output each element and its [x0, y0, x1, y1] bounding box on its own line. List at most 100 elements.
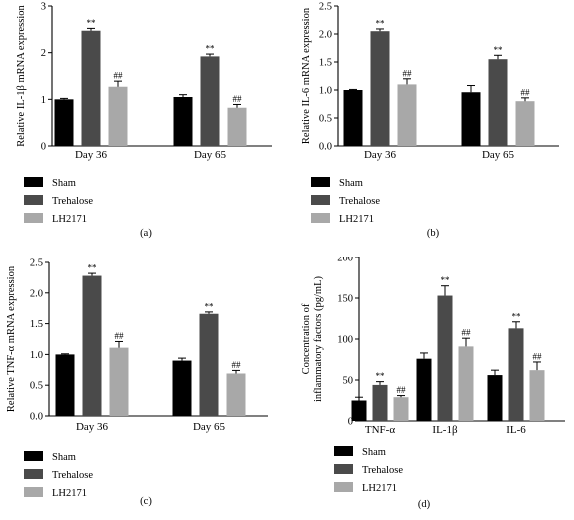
- legend-swatch-lh2171: [24, 487, 43, 497]
- y-tick-label: 1: [41, 95, 46, 106]
- legend-swatch-sham: [334, 446, 353, 456]
- y-tick-label: 150: [337, 294, 353, 305]
- y-tick-label: 0: [41, 142, 46, 153]
- significance-mark: **: [376, 18, 386, 28]
- y-tick-label: 0.0: [319, 142, 332, 153]
- legend-label: Trehalose: [52, 470, 93, 481]
- y-tick-label: 2.5: [319, 2, 332, 13]
- chart-svg-c: 0.0 0.5 1.0 1.5 2.0 2.5 Relative TNF-α mRNA ex…: [6, 258, 268, 507]
- y-axis-label: Relative TNF-α mRNA expression: [6, 265, 17, 412]
- y-axis-label: Relative IL-1β mRNA expression: [16, 4, 27, 146]
- legend-label: Sham: [339, 178, 363, 189]
- legend-label: Trehalose: [52, 196, 93, 207]
- legend-swatch-lh2171: [334, 482, 353, 492]
- bar-sham: [351, 400, 367, 421]
- y-tick-label: 50: [343, 376, 354, 387]
- significance-mark: **: [205, 301, 215, 311]
- x-category-label: Day 36: [76, 421, 109, 433]
- bar-lh2171: [109, 347, 129, 416]
- x-category-label: Day 36: [75, 149, 108, 161]
- significance-mark: **: [441, 275, 451, 285]
- bar-sham: [55, 354, 75, 416]
- significance-mark: ##: [462, 328, 472, 338]
- bar-lh2171: [515, 101, 535, 146]
- y-tick-label: 0.0: [30, 412, 43, 423]
- y-tick-label: 1.0: [319, 86, 332, 97]
- legend-swatch-sham: [24, 177, 43, 187]
- legend-swatch-lh2171: [311, 213, 330, 223]
- bar-trehalose: [82, 275, 102, 416]
- panel-label: (b): [427, 228, 440, 239]
- y-tick-label: 2.0: [319, 30, 332, 41]
- chart-panel-d: 0 50 100 150 200 Concentration of inflammatory…: [287, 253, 574, 520]
- bar-trehalose: [370, 31, 390, 147]
- significance-mark: **: [88, 263, 98, 273]
- legend-label: LH2171: [339, 214, 374, 225]
- significance-mark: **: [376, 371, 386, 381]
- legend-swatch-trehalose: [24, 195, 43, 205]
- x-category-label: Day 36: [364, 149, 397, 161]
- y-tick-label: 1.5: [319, 58, 332, 69]
- legend-swatch-sham: [24, 451, 43, 461]
- y-axis-label: Concentration of: [301, 303, 312, 374]
- chart-panel-b: 0.0 0.5 1.0 1.5 2.0 2.5 Relative IL-6 mRNA exp…: [287, 0, 574, 262]
- legend-label: LH2171: [362, 483, 397, 494]
- chart-svg-b: 0.0 0.5 1.0 1.5 2.0 2.5 Relative IL-6 mRNA exp…: [301, 2, 559, 239]
- bar-lh2171: [227, 107, 247, 146]
- bar-sham: [416, 358, 432, 421]
- legend-label: Sham: [52, 452, 76, 463]
- y-tick-label: 0: [348, 417, 353, 428]
- chart-svg-d: 0 50 100 150 200 Concentration of inflammatory…: [301, 253, 565, 510]
- y-tick-label: 100: [337, 335, 353, 346]
- legend-label: Sham: [362, 447, 386, 458]
- bar-trehalose: [81, 30, 101, 146]
- panel-label: (d): [418, 499, 431, 510]
- x-category-label: Day 65: [193, 421, 226, 433]
- bar-lh2171: [529, 370, 545, 421]
- significance-mark: ##: [521, 87, 531, 97]
- legend-label: LH2171: [52, 488, 87, 499]
- bar-sham: [461, 92, 481, 146]
- legend-swatch-trehalose: [334, 464, 353, 474]
- y-tick-label: 1.0: [30, 350, 43, 361]
- bar-sham: [343, 90, 363, 146]
- y-tick-label: 2.5: [30, 258, 43, 269]
- bar-lh2171: [108, 86, 128, 146]
- panel-label: (a): [140, 228, 152, 239]
- significance-mark: **: [512, 311, 522, 321]
- bar-sham: [487, 375, 503, 421]
- bar-lh2171: [397, 84, 417, 146]
- y-tick-label: 200: [337, 257, 353, 264]
- chart-svg-a: 0 1 2 3 Relative IL-1β mRNA expression ** ## Da…: [16, 2, 272, 239]
- bar-trehalose: [488, 59, 508, 147]
- y-tick-label: 1.5: [30, 319, 43, 330]
- bar-trehalose: [372, 384, 388, 421]
- legend-swatch-trehalose: [24, 469, 43, 479]
- bar-lh2171: [458, 346, 474, 421]
- significance-mark: ##: [233, 94, 243, 104]
- bar-lh2171: [393, 397, 409, 421]
- bar-trehalose: [508, 328, 524, 421]
- x-category-label: IL-1β: [432, 424, 458, 436]
- significance-mark: ##: [115, 331, 125, 341]
- legend-swatch-sham: [311, 177, 330, 187]
- chart-panel-c: 0.0 0.5 1.0 1.5 2.0 2.5 Relative TNF-α mRNA ex…: [0, 257, 287, 520]
- significance-mark: **: [87, 18, 97, 28]
- panel-label: (c): [140, 496, 152, 507]
- bar-sham: [172, 360, 192, 416]
- significance-mark: ##: [232, 360, 242, 370]
- legend-swatch-lh2171: [24, 213, 43, 223]
- legend-label: Trehalose: [339, 196, 380, 207]
- significance-mark: **: [494, 45, 504, 55]
- y-tick-label: 3: [41, 2, 46, 13]
- x-category-label: Day 65: [482, 149, 515, 161]
- x-category-label: IL-6: [506, 424, 526, 436]
- y-tick-label: 2: [41, 48, 46, 59]
- y-tick-label: 2.0: [30, 288, 43, 299]
- y-tick-label: 0.5: [319, 114, 332, 125]
- legend-label: LH2171: [52, 214, 87, 225]
- legend-label: Sham: [52, 178, 76, 189]
- bar-sham: [173, 97, 193, 146]
- significance-mark: ##: [397, 385, 407, 395]
- bar-trehalose: [437, 295, 453, 421]
